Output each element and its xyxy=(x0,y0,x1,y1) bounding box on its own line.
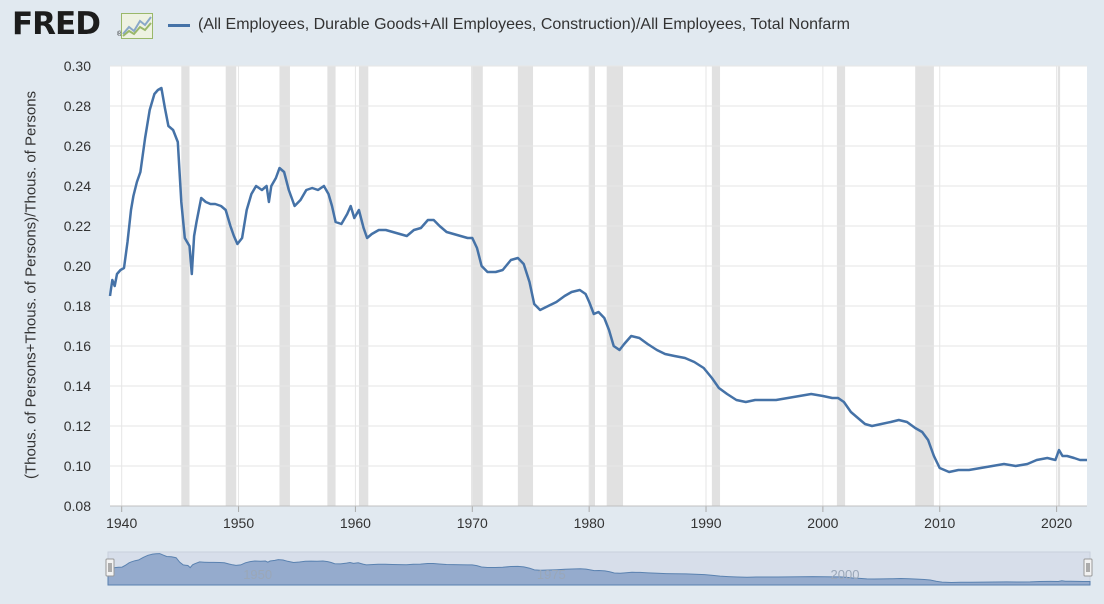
recession-band-11 xyxy=(915,66,934,506)
recession-band-0 xyxy=(181,66,190,506)
y-tick-label: 0.14 xyxy=(64,378,91,394)
y-tick-label: 0.12 xyxy=(64,418,91,434)
recession-band-9 xyxy=(711,66,721,506)
y-tick-label: 0.22 xyxy=(64,218,91,234)
y-tick-label: 0.16 xyxy=(64,338,91,354)
y-tick-label: 0.10 xyxy=(64,458,91,474)
recession-band-2 xyxy=(279,66,290,506)
y-tick-label: 0.18 xyxy=(64,298,91,314)
fred-chart-icon xyxy=(121,13,153,39)
recession-band-4 xyxy=(358,66,369,506)
recession-band-7 xyxy=(589,66,595,506)
x-tick-label: 1950 xyxy=(223,515,254,531)
recession-band-3 xyxy=(327,66,336,506)
legend-label: (All Employees, Durable Goods+All Employ… xyxy=(198,16,850,33)
y-tick-label: 0.08 xyxy=(64,498,91,514)
x-tick-label: 2020 xyxy=(1041,515,1072,531)
recession-band-1 xyxy=(225,66,237,506)
registered-mark: ® xyxy=(117,31,123,38)
recession-band-12 xyxy=(1057,66,1061,506)
navigator-series-area xyxy=(107,553,1091,586)
recession-band-6 xyxy=(517,66,534,506)
recession-band-10 xyxy=(836,66,846,506)
recession-band-8 xyxy=(606,66,624,506)
y-tick-label: 0.24 xyxy=(64,178,91,194)
navigator-label: 2000 xyxy=(831,567,860,582)
chart-header: FRED ® (All Employees, Durable Goods+All… xyxy=(0,0,1104,56)
chart-legend[interactable]: (All Employees, Durable Goods+All Employ… xyxy=(168,15,850,35)
x-tick-label: 2010 xyxy=(924,515,955,531)
x-tick-label: 1960 xyxy=(340,515,371,531)
legend-swatch xyxy=(168,23,190,27)
x-tick-label: 1990 xyxy=(690,515,721,531)
y-tick-label: 0.26 xyxy=(64,138,91,154)
y-tick-label: 0.20 xyxy=(64,258,91,274)
recession-band-5 xyxy=(471,66,483,506)
x-tick-label: 1980 xyxy=(574,515,605,531)
x-tick-label: 2000 xyxy=(807,515,838,531)
navigator-handle-right[interactable] xyxy=(1083,558,1093,577)
fred-logo[interactable]: FRED xyxy=(12,6,101,42)
y-tick-label: 0.30 xyxy=(64,58,91,74)
x-tick-label: 1970 xyxy=(457,515,488,531)
navigator-label: 1975 xyxy=(537,567,566,582)
series-line xyxy=(108,86,1087,474)
plot-area xyxy=(110,66,1087,506)
y-tick-label: 0.28 xyxy=(64,98,91,114)
navigator-handle-left[interactable] xyxy=(105,558,115,577)
x-tick-label: 1940 xyxy=(106,515,137,531)
navigator-label: 1950 xyxy=(243,567,272,582)
